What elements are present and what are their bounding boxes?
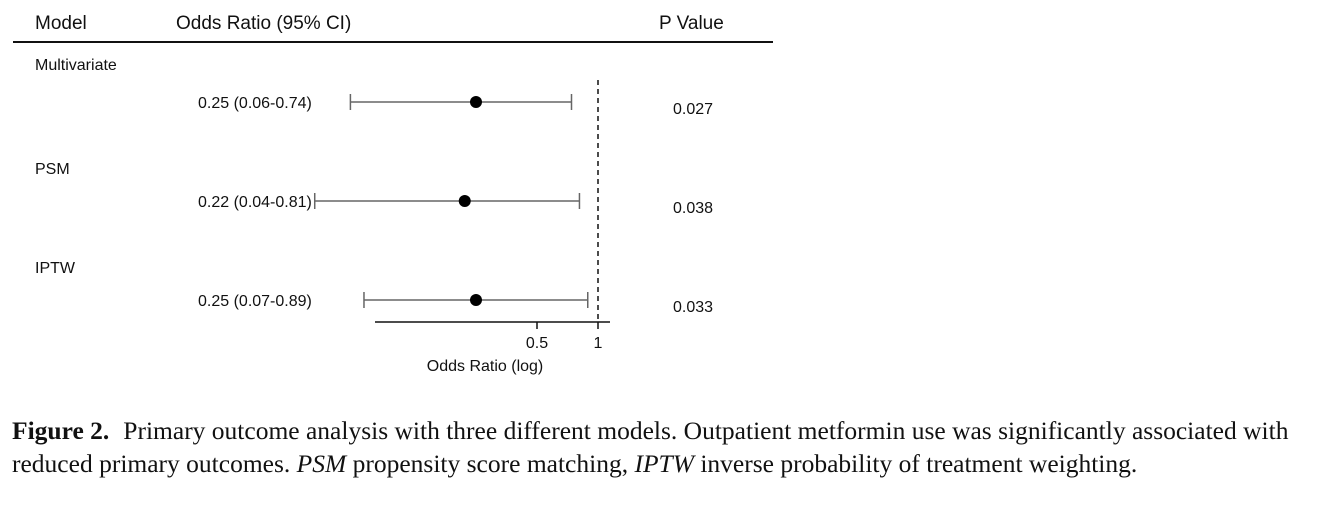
p-value-label: 0.033 xyxy=(673,299,713,316)
caption-abbr-psm-def: propensity score matching, xyxy=(346,449,635,478)
caption-abbr-iptw: IPTW xyxy=(634,449,694,478)
estimate-label: 0.25 (0.06-0.74) xyxy=(198,95,312,112)
model-label: IPTW xyxy=(35,260,76,277)
header-odds-ratio: Odds Ratio (95% CI) xyxy=(176,13,351,34)
x-axis-label: Odds Ratio (log) xyxy=(427,358,544,375)
caption-label: Figure 2. xyxy=(12,416,110,445)
rows-layer: Multivariate 0.25 (0.06-0.74) 0.027 PSM 0.22… xyxy=(35,57,713,316)
point-estimate xyxy=(470,294,482,306)
figure-caption: Figure 2. Primary outcome analysis with t… xyxy=(12,414,1324,480)
p-value-label: 0.027 xyxy=(673,101,713,118)
row-psm: PSM 0.22 (0.04-0.81) 0.038 xyxy=(35,161,713,217)
caption-text: Primary outcome analysis with three diff… xyxy=(12,416,1289,478)
header-p-value: P Value xyxy=(659,13,724,34)
caption-abbr-iptw-def: inverse probability of treatment weighti… xyxy=(693,449,1138,478)
estimate-label: 0.22 (0.04-0.81) xyxy=(198,194,312,211)
estimate-label: 0.25 (0.07-0.89) xyxy=(198,293,312,310)
model-label: Multivariate xyxy=(35,57,117,74)
point-estimate xyxy=(458,195,471,207)
x-tick-label: 1 xyxy=(594,335,603,352)
row-iptw: IPTW 0.25 (0.07-0.89) 0.033 xyxy=(35,260,713,316)
x-axis: 0.5 1 Odds Ratio (log) xyxy=(375,80,610,375)
point-estimate xyxy=(470,96,482,108)
p-value-label: 0.038 xyxy=(673,200,713,217)
caption-abbr-psm: PSM xyxy=(296,449,347,478)
x-tick-label: 0.5 xyxy=(526,335,548,352)
model-label: PSM xyxy=(35,161,70,178)
forest-plot: Model Odds Ratio (95% CI) P Value Multiv… xyxy=(13,13,773,375)
row-multivariate: Multivariate 0.25 (0.06-0.74) 0.027 xyxy=(35,57,713,118)
header-model: Model xyxy=(35,13,87,34)
